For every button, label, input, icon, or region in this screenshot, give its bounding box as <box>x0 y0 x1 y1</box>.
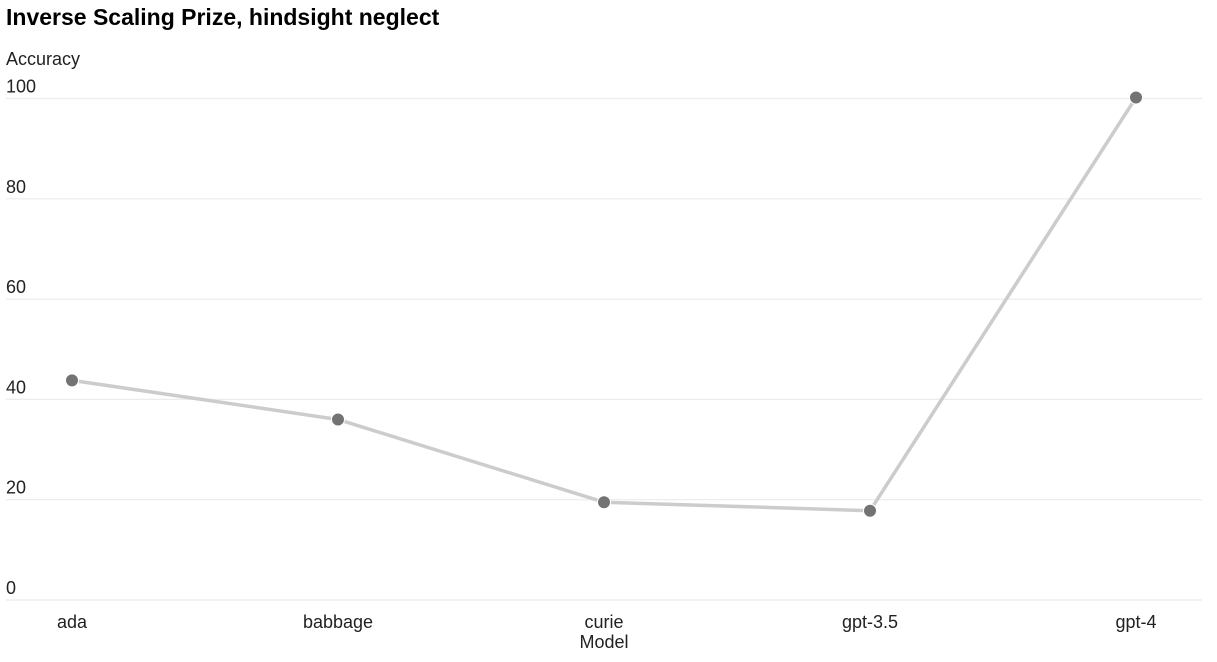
data-point[interactable] <box>65 373 79 388</box>
x-tick-label: babbage <box>303 612 373 632</box>
y-tick-label: 80 <box>6 177 26 197</box>
y-tick-label: 100 <box>6 77 36 97</box>
x-tick-label: curie <box>584 612 623 632</box>
y-axis-title: Accuracy <box>6 49 80 69</box>
data-point[interactable] <box>331 412 345 427</box>
x-tick-label: gpt-3.5 <box>842 612 898 632</box>
y-axis-ticks: 0 20 40 60 80 100 <box>6 77 36 599</box>
chart-title: Inverse Scaling Prize, hindsight neglect <box>6 4 440 30</box>
x-tick-label: gpt-4 <box>1115 612 1156 632</box>
y-tick-label: 60 <box>6 277 26 297</box>
y-tick-label: 20 <box>6 478 26 498</box>
data-point[interactable] <box>863 503 877 518</box>
data-point[interactable] <box>1129 90 1143 105</box>
data-points <box>65 90 1143 518</box>
series-line-group <box>71 96 1138 513</box>
y-tick-label: 0 <box>6 578 16 598</box>
x-tick-label: ada <box>57 612 88 632</box>
data-point[interactable] <box>597 495 611 510</box>
y-tick-label: 40 <box>6 377 26 397</box>
x-axis-ticks: ada babbage curie gpt-3.5 gpt-4 <box>57 612 1157 632</box>
x-axis-title: Model <box>579 632 628 652</box>
gridlines <box>6 97 1202 601</box>
series-line <box>71 96 1138 513</box>
